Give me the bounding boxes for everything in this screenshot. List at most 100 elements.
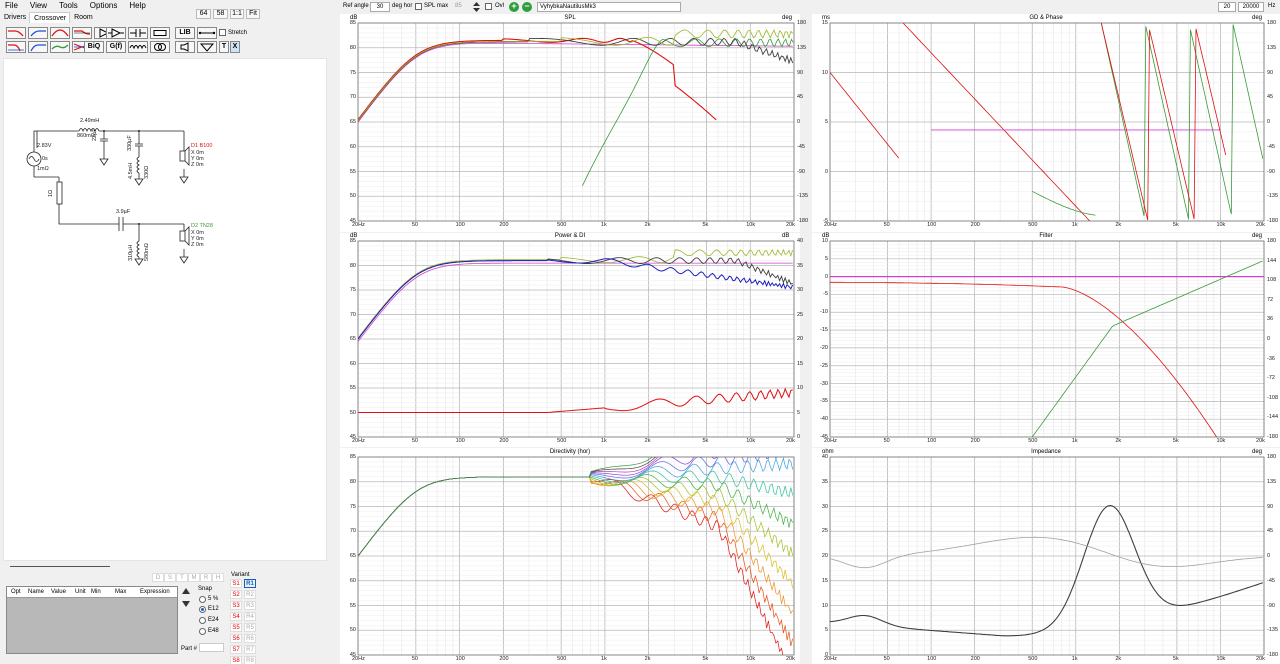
spl-x-tick: 200: [499, 222, 509, 228]
allpass-button[interactable]: [50, 41, 70, 53]
power-di-plot[interactable]: Power & DI dB dB 85 80 75 70 65 60 55 50 45 40 35 30 25…: [340, 233, 804, 447]
remove-overlay-icon[interactable]: −: [522, 2, 532, 12]
lowpass-button[interactable]: [6, 27, 26, 39]
spin-updown-icon[interactable]: [473, 2, 480, 12]
impedance-plot[interactable]: Impedance ohm deg 40 35 30 25 20 15 10 5 0 180 135 90 4…: [812, 448, 1280, 664]
menu-view[interactable]: View: [29, 1, 48, 10]
variant-s8-button[interactable]: S8: [230, 656, 242, 664]
library-button[interactable]: LIB: [175, 27, 195, 39]
menu-help[interactable]: Help: [129, 1, 146, 10]
move-down-icon[interactable]: [182, 600, 190, 608]
ref-angle-input[interactable]: 30: [370, 2, 390, 12]
variant-s7-button[interactable]: S7: [230, 645, 242, 654]
variant-r8-button[interactable]: R8: [244, 656, 256, 664]
c3-value: 3.9µF: [116, 209, 131, 215]
part-label: Part #: [181, 646, 198, 652]
optimizer-table[interactable]: Opt Name Value Unit Min Max Expression: [6, 586, 178, 654]
stretch-checkbox[interactable]: [219, 29, 226, 36]
tab-drivers[interactable]: Drivers: [4, 14, 27, 21]
zoom-value-2[interactable]: 58: [213, 9, 228, 19]
spl-max-label: SPL max: [424, 3, 449, 9]
project-name-input[interactable]: VyhybkaNautilusMk3: [537, 2, 681, 12]
source-phase: 0s: [42, 156, 48, 162]
add-overlay-icon[interactable]: +: [509, 2, 519, 12]
spl-max-checkbox[interactable]: [415, 3, 422, 10]
filter-y2-tick: 144: [1267, 257, 1277, 264]
menu-tools[interactable]: Tools: [59, 1, 78, 10]
power-di-x-tick: 5k: [702, 438, 709, 444]
highpass-2-button[interactable]: [28, 41, 48, 53]
snap-e12-radio[interactable]: [199, 606, 206, 613]
lowpass-2-button[interactable]: [6, 41, 26, 53]
tab-crossover[interactable]: Crossover: [29, 12, 71, 23]
spl-y2-tick: -135: [797, 193, 809, 200]
wire-button[interactable]: [197, 27, 217, 39]
variant-r3-button[interactable]: R3: [244, 601, 256, 610]
speaker-button[interactable]: [175, 41, 195, 53]
snap-e24-radio[interactable]: [199, 617, 206, 624]
biquad-button[interactable]: BiQ: [84, 41, 104, 53]
capacitor-button[interactable]: [128, 27, 148, 39]
filter-y-tick: -30: [820, 380, 828, 387]
variant-r2-button[interactable]: R2: [244, 590, 256, 599]
buffer-button[interactable]: [106, 27, 126, 39]
variant-s3-button[interactable]: S3: [230, 601, 242, 610]
variant-s5-button[interactable]: S5: [230, 623, 242, 632]
filter-plot[interactable]: Filter dB deg 10 5 0 -5 -10 -15 -20 -25 -30 -35 -40 -4…: [812, 233, 1280, 447]
zoom-value-1[interactable]: 64: [196, 9, 211, 19]
variant-s4-button[interactable]: S4: [230, 612, 242, 621]
t-button[interactable]: T: [219, 41, 229, 53]
variant-label: Variant: [231, 572, 250, 578]
schematic-canvas[interactable]: 2.83V 0s 1mΩ 2.49mH 860mΩ 22µF 330µF 4.5…: [3, 58, 327, 561]
driver1-x: X 0m: [191, 150, 204, 156]
spl-max-value: 85: [455, 3, 462, 9]
snap-e48-radio[interactable]: [199, 628, 206, 635]
driver2-y: Y 0m: [191, 236, 204, 242]
h-button[interactable]: H: [212, 573, 224, 582]
resistor-button[interactable]: [150, 27, 170, 39]
menu-options[interactable]: Options: [89, 1, 118, 10]
power-di-y2-tick: 30: [797, 287, 804, 293]
s-button[interactable]: S: [164, 573, 176, 582]
variant-r7-button[interactable]: R7: [244, 645, 256, 654]
impedance-y2-tick: -135: [1267, 627, 1279, 634]
ovl-checkbox[interactable]: [485, 3, 492, 10]
variant-r1-button[interactable]: R1: [244, 579, 256, 588]
freq-max-input[interactable]: 20000: [1238, 2, 1264, 12]
gf-button[interactable]: G(f): [106, 41, 126, 53]
move-up-icon[interactable]: [182, 587, 190, 595]
ground-button[interactable]: [197, 41, 217, 53]
impedance-x-tick: 5k: [1172, 656, 1179, 662]
power-di-title: Power & DI: [554, 233, 586, 239]
highpass-button[interactable]: [28, 27, 48, 39]
snap-5pct-radio[interactable]: [199, 596, 206, 603]
bandpass-button[interactable]: [50, 27, 70, 39]
shelf-button[interactable]: [72, 27, 92, 39]
variant-s6-button[interactable]: S6: [230, 634, 242, 643]
directivity-plot[interactable]: Directivity (hor) 85 80 75 70 65 60 55 50 45 20Hz 5…: [340, 448, 800, 664]
gd-phase-plot[interactable]: GD & Phase ms deg 15 10 5 0 -5 180 135 90 45 0 -45 -90…: [812, 14, 1280, 232]
tab-room[interactable]: Room: [74, 14, 93, 21]
transformer-button[interactable]: [150, 41, 170, 53]
d-button[interactable]: D: [152, 573, 164, 582]
variant-r6-button[interactable]: R6: [244, 634, 256, 643]
fit-button[interactable]: Fit: [246, 9, 260, 19]
r-button[interactable]: R: [200, 573, 212, 582]
m-button[interactable]: M: [188, 573, 200, 582]
inductor-button[interactable]: [128, 41, 148, 53]
variant-r5-button[interactable]: R5: [244, 623, 256, 632]
variant-s2-button[interactable]: S2: [230, 590, 242, 599]
ratio-button[interactable]: 1:1: [230, 9, 244, 19]
gd-phase-curve: [1032, 190, 1096, 216]
variant-s1-button[interactable]: S1: [230, 579, 242, 588]
spl-y-tick: 75: [349, 69, 356, 76]
x-button[interactable]: X: [230, 41, 240, 53]
menu-file[interactable]: File: [5, 1, 18, 10]
gd-phase-x-tick: 50: [883, 222, 890, 228]
t-small-button[interactable]: T: [176, 573, 188, 582]
spl-plot[interactable]: SPL dB deg 85 80 75 70 65 60 55 50 45 180 135 90 45 0 -45…: [340, 14, 808, 232]
part-input[interactable]: [199, 643, 224, 652]
freq-min-input[interactable]: 20: [1218, 2, 1236, 12]
power-di-curve: [358, 387, 793, 413]
variant-r4-button[interactable]: R4: [244, 612, 256, 621]
